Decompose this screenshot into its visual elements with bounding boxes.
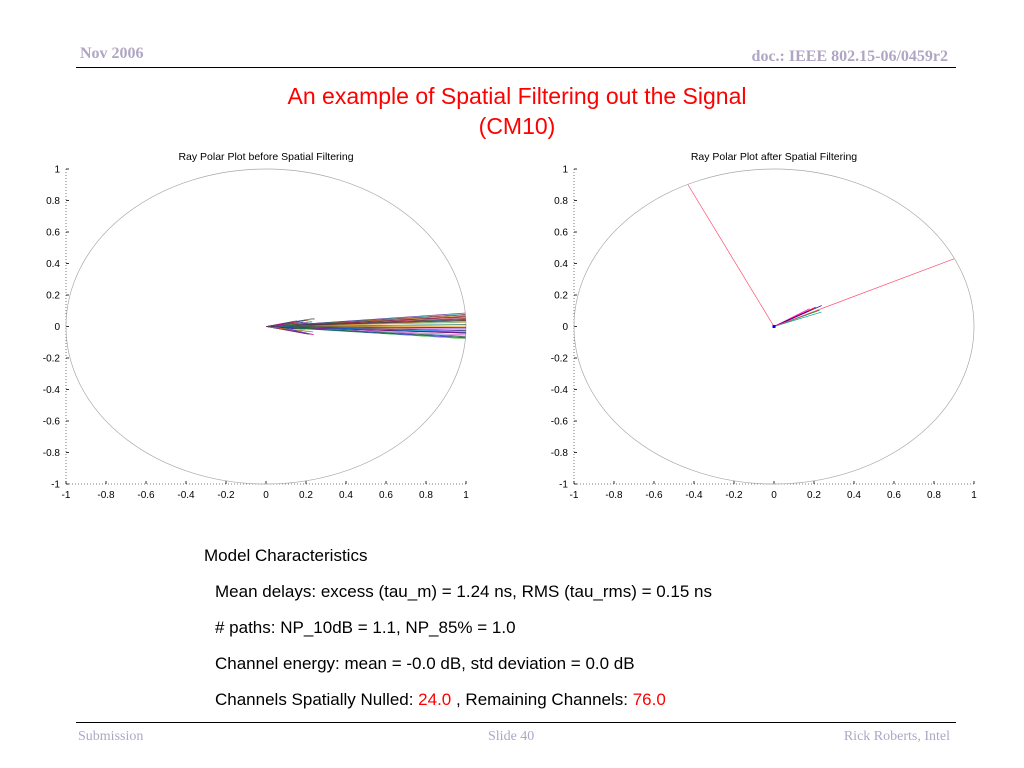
highlight-ray (687, 184, 775, 327)
channels-nulled-line: Channels Spatially Nulled: 24.0 , Remain… (215, 690, 666, 710)
y-tick-label: -0.8 (43, 448, 61, 459)
y-tick-label: 0.2 (46, 291, 60, 302)
y-tick-label: 0.4 (554, 259, 568, 270)
ray-polar-plot-after: Ray Polar Plot after Spatial Filtering -1… (512, 145, 992, 510)
x-tick-label: 0 (263, 490, 269, 501)
nulled-value: 24.0 (418, 690, 452, 709)
y-tick-label: -0.2 (551, 354, 569, 365)
header-doc-id: doc.: IEEE 802.15-06/0459r2 (751, 48, 948, 65)
footer-author: Rick Roberts, Intel (843, 729, 950, 744)
remaining-label: , Remaining Channels: (451, 690, 633, 709)
mean-delays-text: Mean delays: excess (tau_m) = 1.24 ns, R… (215, 582, 712, 601)
x-tick-label: 0 (771, 490, 777, 501)
header-rule (76, 67, 956, 68)
ray-line (265, 324, 466, 327)
y-tick-label: 0 (54, 322, 60, 333)
header-date: Nov 2006 (80, 45, 144, 62)
ray-line (265, 321, 313, 327)
y-tick-label: 0.8 (554, 196, 568, 207)
y-tick-label: 0.8 (46, 196, 60, 207)
unit-circle (573, 168, 975, 485)
y-tick-label: 1 (54, 165, 60, 176)
chart-title: Ray Polar Plot before Spatial Filtering (178, 151, 353, 163)
x-tick-label: 0.2 (807, 490, 821, 501)
footer-rule (76, 722, 956, 723)
ray-line (265, 326, 311, 335)
y-tick-label: 0 (562, 322, 568, 333)
ray-line (773, 311, 822, 327)
x-tick-label: 0.4 (339, 490, 353, 501)
ray-line (265, 319, 466, 327)
y-tick-label: -0.6 (43, 417, 61, 428)
model-heading: Model Characteristics (204, 546, 368, 565)
y-tick-label: -0.2 (43, 354, 61, 365)
y-tick-label: 0.4 (46, 259, 60, 270)
x-tick-label: -0.2 (725, 490, 743, 501)
x-tick-label: -0.2 (217, 490, 235, 501)
y-tick-label: -0.6 (551, 417, 569, 428)
y-tick-label: 0.6 (554, 228, 568, 239)
x-tick-label: 0.8 (419, 490, 433, 501)
y-tick-label: 0.2 (554, 291, 568, 302)
slide-title: An example of Spatial Filtering out the … (0, 81, 1024, 141)
slide-title-line2: (CM10) (478, 113, 556, 139)
highlight-ray (773, 258, 955, 327)
nulled-label: Channels Spatially Nulled: (215, 690, 419, 709)
x-tick-label: 0.8 (927, 490, 941, 501)
x-tick-label: 0.6 (887, 490, 901, 501)
x-tick-label: 1 (463, 490, 469, 501)
footer-submission: Submission (78, 729, 144, 744)
slide-title-line1: An example of Spatial Filtering out the … (287, 83, 747, 109)
ray-line (265, 326, 302, 331)
y-tick-label: -1 (51, 480, 60, 491)
ray-polar-plot-before: Ray Polar Plot before Spatial Filtering -… (4, 145, 484, 510)
x-tick-label: -0.8 (605, 490, 623, 501)
channel-energy-text: Channel energy: mean = -0.0 dB, std devi… (215, 654, 635, 673)
ray-line (265, 326, 466, 334)
ray-line (265, 326, 466, 338)
x-tick-label: -0.6 (137, 490, 155, 501)
x-tick-label: -0.4 (685, 490, 703, 501)
x-tick-label: -1 (570, 490, 579, 501)
x-tick-label: 0.6 (379, 490, 393, 501)
footer-slide-number: Slide 40 (488, 729, 535, 744)
x-tick-label: -0.6 (645, 490, 663, 501)
ray-polar-plot-after-svg: Ray Polar Plot after Spatial Filtering -1… (551, 151, 977, 501)
y-tick-label: -1 (559, 480, 568, 491)
y-tick-label: 1 (562, 165, 568, 176)
x-tick-label: 0.4 (847, 490, 861, 501)
y-tick-label: -0.4 (551, 385, 569, 396)
x-tick-label: -0.4 (177, 490, 195, 501)
ray-polar-plot-before-svg: Ray Polar Plot before Spatial Filtering -… (43, 151, 469, 501)
x-tick-label: -1 (62, 490, 71, 501)
ray-line (773, 305, 822, 327)
y-tick-label: 0.6 (46, 228, 60, 239)
remaining-value: 76.0 (632, 690, 666, 709)
ray-line (265, 326, 466, 328)
paths-text: # paths: NP_10dB = 1.1, NP_85% = 1.0 (215, 618, 516, 637)
origin-marker (772, 325, 776, 328)
y-tick-label: -0.4 (43, 385, 61, 396)
ray-line (265, 321, 300, 327)
y-tick-label: -0.8 (551, 448, 569, 459)
x-tick-label: -0.8 (97, 490, 115, 501)
chart-title: Ray Polar Plot after Spatial Filtering (691, 151, 857, 163)
x-tick-label: 1 (971, 490, 977, 501)
x-tick-label: 0.2 (299, 490, 313, 501)
